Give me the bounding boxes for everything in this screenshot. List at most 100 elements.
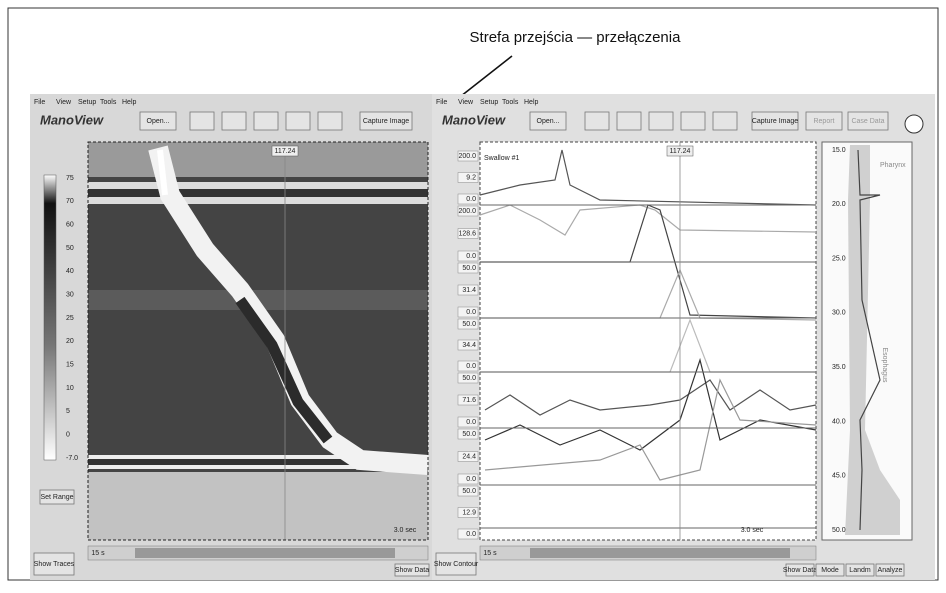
depth-label: 40.0 — [832, 418, 846, 425]
menu-item[interactable]: File — [34, 99, 45, 106]
scale-label: 0 — [66, 432, 70, 439]
show-contour-label: Show Contour — [434, 561, 479, 568]
channel-label: 50.0 — [462, 265, 476, 272]
scale-label: 5 — [66, 408, 70, 415]
channel-label: 24.4 — [462, 453, 476, 460]
channel-label: 0.0 — [466, 531, 476, 538]
avatar-icon — [905, 115, 923, 133]
depth-label: 30.0 — [832, 310, 846, 317]
channel-label: 0.0 — [466, 419, 476, 426]
channel-label: 50.0 — [462, 488, 476, 495]
menu-item[interactable]: Help — [524, 99, 539, 106]
set-range-label: Set Range — [40, 494, 73, 501]
channel-label: 200.0 — [458, 208, 476, 215]
zoom-button[interactable] — [713, 112, 737, 130]
time-marker: 117.24 — [275, 148, 296, 155]
scroll-track[interactable] — [530, 548, 790, 558]
menu-item[interactable]: Help — [122, 99, 137, 106]
capture-label: Capture Image — [752, 118, 798, 125]
scale-label: 25 — [66, 315, 74, 322]
channel-label: 200.0 — [458, 153, 476, 160]
scale-label: 50 — [66, 245, 74, 252]
zoom-button[interactable] — [585, 112, 609, 130]
scale-label: 60 — [66, 222, 74, 229]
channel-labels: 200.09.20.0200.0128.60.050.031.40.050.03… — [458, 151, 478, 539]
logo: ManoView — [40, 112, 104, 127]
channel-label: 12.9 — [462, 509, 476, 516]
depth-label: 50.0 — [832, 527, 846, 534]
menu-item[interactable]: View — [56, 99, 72, 106]
menu-item[interactable]: Setup — [480, 99, 498, 106]
button-label: Analyze — [878, 567, 903, 574]
speed: 15 s — [483, 550, 497, 557]
zoom-button[interactable] — [617, 112, 641, 130]
time-scale: 3.0 sec — [394, 527, 417, 534]
channel-label: 31.4 — [462, 287, 476, 294]
zoom-button[interactable] — [318, 112, 342, 130]
menu-item[interactable]: View — [458, 99, 474, 106]
esophagus-label: Esophagus — [881, 347, 888, 383]
depth-label: 20.0 — [832, 201, 846, 208]
menu-item[interactable]: Tools — [502, 99, 519, 106]
depth-label: 15.0 — [832, 147, 846, 154]
scale-label: 70 — [66, 198, 74, 205]
button-label: Landm — [849, 567, 871, 574]
zoom-button[interactable] — [681, 112, 705, 130]
scroll-track[interactable] — [135, 548, 395, 558]
scale-label: 20 — [66, 338, 74, 345]
scale-label: 10 — [66, 385, 74, 392]
channel-label: 128.6 — [458, 230, 476, 237]
ues-core — [88, 189, 428, 197]
annotation: Strefa przejścia — przełączenia — [470, 29, 682, 46]
channel-label: 50.0 — [462, 431, 476, 438]
channel-label: 0.0 — [466, 253, 476, 260]
time-marker: 117.24 — [670, 148, 691, 155]
swallow-label: Swallow #1 — [484, 155, 520, 162]
zoom-button[interactable] — [254, 112, 278, 130]
upper-band — [88, 142, 428, 177]
report-label: Report — [813, 118, 834, 125]
depth-label: 45.0 — [832, 473, 846, 480]
zoom-button[interactable] — [286, 112, 310, 130]
scale-label: 40 — [66, 268, 74, 275]
scale-label: 30 — [66, 292, 74, 299]
speed: 15 s — [91, 550, 105, 557]
channel-label: 50.0 — [462, 375, 476, 382]
channel-label: 50.0 — [462, 321, 476, 328]
color-bar — [44, 175, 56, 460]
channel-label: 34.4 — [462, 342, 476, 349]
button-label: Show Data — [783, 567, 817, 574]
channel-label: 71.6 — [462, 397, 476, 404]
zoom-buttons — [190, 112, 342, 130]
bottom-buttons: Show Data Mode Landm Analyze — [783, 564, 904, 576]
button-label: Mode — [821, 567, 839, 574]
scale-label: 15 — [66, 362, 74, 369]
figure: Strefa przejścia — przełączenia File View… — [0, 0, 946, 588]
contour-plot: 117.24 3.0 sec — [88, 142, 428, 540]
open-label: Open... — [537, 118, 560, 125]
logo: ManoView — [442, 112, 506, 127]
scale-label: 75 — [66, 175, 74, 182]
case-data-label: Case Data — [851, 118, 884, 125]
menu-item[interactable]: File — [436, 99, 447, 106]
capture-label: Capture Image — [363, 118, 409, 125]
channel-label: 0.0 — [466, 309, 476, 316]
zoom-button[interactable] — [190, 112, 214, 130]
open-label: Open... — [147, 118, 170, 125]
channel-label: 0.0 — [466, 476, 476, 483]
lower-band — [88, 472, 428, 540]
channel-label: 0.0 — [466, 196, 476, 203]
zoom-button[interactable] — [649, 112, 673, 130]
zoom-button[interactable] — [222, 112, 246, 130]
pharynx-label: Pharynx — [880, 162, 906, 169]
depth-label: 35.0 — [832, 364, 846, 371]
channel-label: 0.0 — [466, 363, 476, 370]
scale-label: -7.0 — [66, 455, 78, 462]
menu-item[interactable]: Setup — [78, 99, 96, 106]
depth-label: 25.0 — [832, 255, 846, 262]
right-window: FileViewSetupToolsHelp ManoView Open... … — [432, 94, 935, 580]
menu-item[interactable]: Tools — [100, 99, 117, 106]
zoom-buttons — [585, 112, 737, 130]
time-scale: 3.0 sec — [741, 527, 764, 534]
